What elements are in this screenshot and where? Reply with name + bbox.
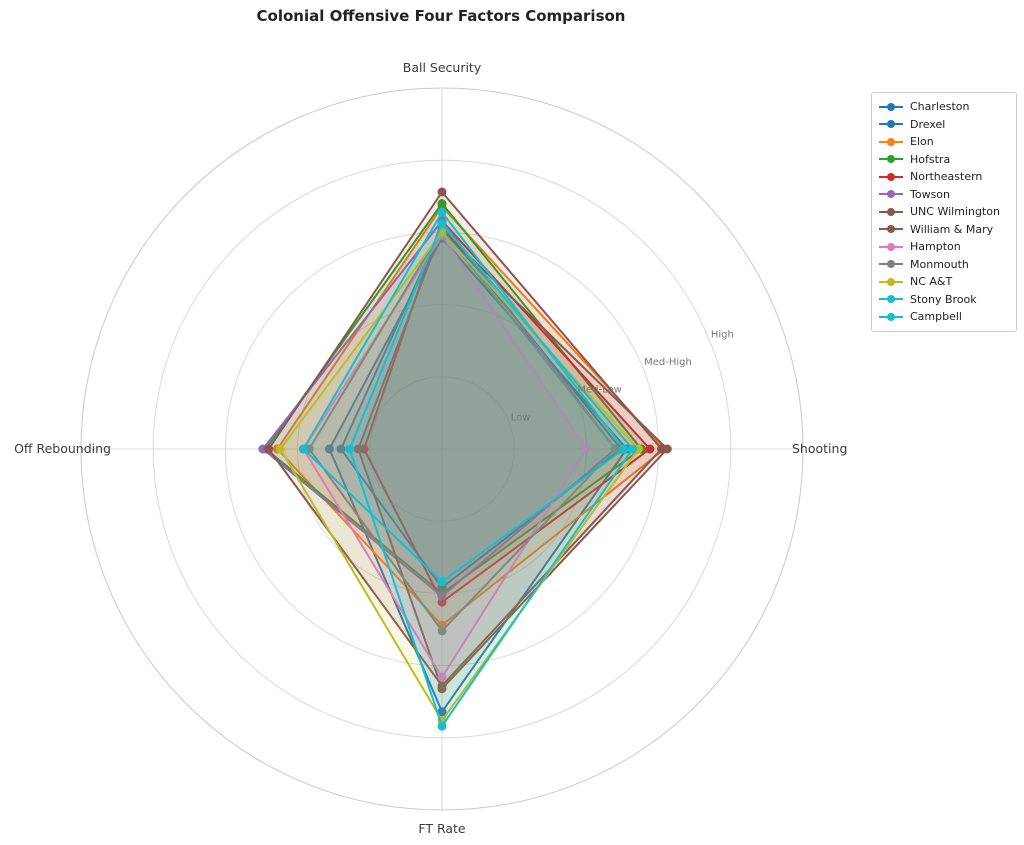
data-point (437, 681, 447, 691)
series-fill (268, 192, 662, 686)
legend-label: Hofstra (910, 152, 951, 166)
series-fill (262, 220, 616, 597)
data-point (645, 444, 655, 454)
legend-marker-icon (879, 225, 903, 234)
data-point (581, 444, 591, 454)
legend-item-unc-wilmington: UNC Wilmington (878, 203, 1010, 221)
legend-label: William & Mary (910, 222, 994, 236)
data-point (437, 591, 447, 601)
legend-item-hampton: Hampton (878, 238, 1010, 256)
legend-item-towson: Towson (878, 186, 1010, 204)
legend-item-william-mary: William & Mary (878, 221, 1010, 239)
legend-item-drexel: Drexel (878, 116, 1010, 134)
legend-item-hofstra: Hofstra (878, 151, 1010, 169)
legend-label: UNC Wilmington (910, 205, 1000, 219)
series-stony-brook (298, 207, 629, 587)
radial-tick-label: High (711, 329, 734, 340)
category-label-2: FT Rate (418, 821, 466, 836)
data-point (275, 444, 285, 454)
legend-label: Northeastern (910, 170, 983, 184)
series-fill (358, 229, 668, 689)
legend-label: NC A&T (910, 275, 953, 289)
legend-marker-icon (879, 295, 903, 304)
data-point (437, 219, 447, 229)
legend-marker-icon (879, 120, 903, 129)
data-point (437, 207, 447, 217)
data-point (336, 444, 346, 454)
series-fill (265, 203, 642, 594)
legend: Charleston Drexel Elon Hofstra Northeastern T… (871, 92, 1017, 332)
data-point (610, 444, 620, 454)
legend-item-stony-brook: Stony Brook (878, 291, 1010, 309)
legend-label: Stony Brook (910, 292, 977, 306)
data-point (298, 444, 308, 454)
legend-label: Campbell (910, 310, 962, 324)
data-point (345, 444, 355, 454)
data-point (619, 444, 629, 454)
legend-label: Charleston (910, 100, 970, 114)
legend-marker-icon (879, 207, 903, 216)
radial-tick-label: Low (511, 412, 531, 423)
series-campbell (345, 219, 638, 731)
legend-marker-icon (879, 102, 903, 111)
data-point (264, 444, 274, 454)
series-fill (364, 220, 650, 603)
legend-marker-icon (879, 312, 903, 321)
data-point (628, 444, 638, 454)
legend-marker-icon (879, 172, 903, 181)
series-hampton (298, 230, 591, 682)
radial-tick-label: Med-High (644, 357, 692, 368)
data-point (437, 187, 447, 197)
legend-item-nc-a-t: NC A&T (878, 273, 1010, 291)
legend-marker-icon (879, 260, 903, 269)
legend-item-elon: Elon (878, 133, 1010, 151)
series-fill (303, 212, 624, 582)
data-point (437, 721, 447, 731)
legend-label: Towson (910, 187, 951, 201)
legend-item-campbell: Campbell (878, 308, 1010, 326)
legend-marker-icon (879, 277, 903, 286)
legend-marker-icon (879, 242, 903, 251)
series-william-mary (264, 187, 666, 691)
data-point (324, 444, 334, 454)
data-point (437, 626, 447, 636)
legend-label: Elon (910, 135, 934, 149)
legend-item-charleston: Charleston (878, 98, 1010, 116)
legend-label: Monmouth (910, 257, 969, 271)
series-fill (340, 226, 622, 588)
data-point (353, 444, 363, 454)
legend-marker-icon (879, 137, 903, 146)
legend-marker-icon (879, 190, 903, 199)
category-label-0: Ball Security (403, 60, 482, 75)
data-point (437, 577, 447, 587)
series-fill (349, 223, 633, 727)
legend-label: Drexel (910, 117, 946, 131)
data-point (437, 672, 447, 682)
data-point (437, 199, 447, 208)
category-label-3: Off Rebounding (14, 441, 111, 456)
legend-marker-icon (879, 155, 903, 164)
series-fill (309, 229, 616, 631)
legend-label: Hampton (910, 240, 961, 254)
data-point (657, 444, 666, 454)
category-label-1: Shooting (792, 441, 847, 456)
chart-title: Colonial Offensive Four Factors Comparis… (256, 7, 626, 25)
radial-tick-label: Med-Low (577, 385, 621, 396)
data-point (437, 707, 447, 717)
series-fill (329, 238, 627, 712)
legend-item-monmouth: Monmouth (878, 256, 1010, 274)
legend-item-northeastern: Northeastern (878, 168, 1010, 186)
